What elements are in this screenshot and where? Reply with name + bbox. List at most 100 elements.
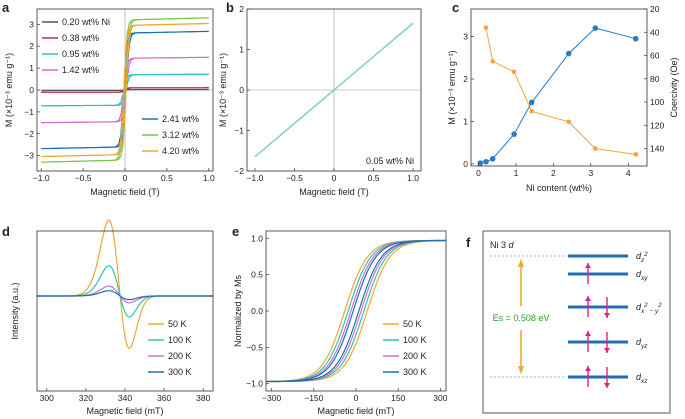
magnetization-point xyxy=(592,25,599,31)
y2-axis-label: Coercivity (Oe) xyxy=(669,57,679,117)
coercivity-point xyxy=(593,146,598,151)
orbital-label: dx2 − y2 xyxy=(636,302,662,315)
legend-label: 3.12 wt% xyxy=(162,130,199,140)
magnetization-line xyxy=(480,27,636,164)
legend-label: 300 K xyxy=(403,367,427,377)
x-axis-label: Magnetic field (T) xyxy=(299,187,369,197)
y-tick-label: 3 xyxy=(463,32,468,42)
series-line-1 xyxy=(37,265,213,318)
x-tick-label: 3 xyxy=(588,168,593,178)
orbital-label: dyz xyxy=(636,337,648,350)
x-tick-label: 300 xyxy=(433,393,447,403)
legend-label: 0.38 wt% xyxy=(62,33,99,43)
y-tick-label: 0 xyxy=(463,159,468,169)
panel-label-d: d xyxy=(2,224,10,239)
y-tick-label: 0.5 xyxy=(251,270,263,280)
y-tick-label: 1 xyxy=(239,45,244,55)
magnetization-point xyxy=(565,50,572,57)
coercivity-line xyxy=(485,27,636,155)
x-tick-label: 320 xyxy=(79,393,93,403)
y-tick-label: −2 xyxy=(234,166,244,176)
series-line-3 xyxy=(266,239,446,383)
x-tick-label: 360 xyxy=(157,393,171,403)
legend-label: 4.20 wt% xyxy=(162,146,199,156)
series-line-2 xyxy=(37,285,213,304)
x-tick-label: 0 xyxy=(354,393,359,403)
y-tick-label: 0 xyxy=(29,85,34,95)
y2-tick-label: 120 xyxy=(650,120,664,130)
x-tick-label: 380 xyxy=(196,393,210,403)
x-tick-label: −0.5 xyxy=(75,173,92,183)
y-tick-label: 1.0 xyxy=(251,233,263,243)
legend-label: 2.41 wt% xyxy=(162,114,199,124)
y2-tick-label: 60 xyxy=(650,51,660,61)
x-tick-label: 1 xyxy=(514,168,519,178)
arrow-head xyxy=(585,296,591,301)
x-tick-label: 2 xyxy=(551,168,556,178)
y2-tick-label: 140 xyxy=(650,144,664,154)
magnetization-point xyxy=(489,155,496,162)
legend-label: 0.95 wt% xyxy=(62,49,99,59)
x-axis-label: Ni content (wt%) xyxy=(526,183,592,193)
legend-label: 100 K xyxy=(403,335,427,345)
x-tick-label: 1.0 xyxy=(203,173,215,183)
y-tick-label: 0.0 xyxy=(251,306,263,316)
arrow-head xyxy=(585,331,591,336)
y-axis-label: M (×10⁻³ emu g⁻¹) xyxy=(447,50,457,124)
coercivity-point xyxy=(511,69,517,75)
x-tick-label: 0 xyxy=(332,173,337,183)
legend-label: 1.42 wt% xyxy=(62,65,99,75)
x-axis-label: Magnetic field (mT) xyxy=(317,406,394,416)
y-tick-label: −1 xyxy=(234,126,244,136)
y-tick-label: 1 xyxy=(463,116,468,126)
x-axis-label: Magnetic field (T) xyxy=(90,187,160,197)
magnetization-point xyxy=(528,99,535,106)
y2-tick-label: 40 xyxy=(650,27,660,37)
annotation: 0.05 wt% Ni xyxy=(366,156,414,166)
y-tick-label: −3 xyxy=(24,151,34,161)
y-tick-label: 2 xyxy=(463,74,468,84)
y2-tick-label: 80 xyxy=(650,74,660,84)
series-line-0 xyxy=(254,22,414,158)
arrow-head xyxy=(585,263,591,268)
x-tick-label: 150 xyxy=(391,393,405,403)
x-tick-label: 300 xyxy=(40,393,54,403)
y-tick-label: 2 xyxy=(29,41,34,51)
series-line-3 xyxy=(37,290,213,301)
panel-label-a: a xyxy=(2,0,10,15)
legend-label: 200 K xyxy=(403,351,427,361)
y-tick-label: 1 xyxy=(29,63,34,73)
arrow-head xyxy=(585,366,591,371)
series-line-6 xyxy=(41,22,209,158)
panel-e: −300 −150 0 150 300 −1.0 −0.5 0.0 0.5 1.0 Magnetic… xyxy=(233,230,448,416)
orbital-label: dxz xyxy=(636,372,648,385)
orbital-label: dxy xyxy=(636,269,648,282)
x-axis-label: Magnetic field (mT) xyxy=(86,406,163,416)
magnetization-point xyxy=(483,158,489,165)
y-tick-label: 0 xyxy=(239,85,244,95)
panel-b: −1.0 −0.5 0 0.5 1.0 −2 −1 0 1 2 Magnetic field (T)… xyxy=(218,4,422,197)
arrow-head xyxy=(604,313,610,318)
x-tick-label: −1.0 xyxy=(33,173,50,183)
y-axis-label: M (×10⁻³ emu g⁻¹) xyxy=(218,53,228,127)
panel-label-e: e xyxy=(232,224,239,239)
x-tick-label: 0 xyxy=(476,168,481,178)
arrow-head xyxy=(518,259,524,267)
legend-label: 50 K xyxy=(168,319,187,329)
legend-label: 300 K xyxy=(168,367,192,377)
series-line-0 xyxy=(37,219,213,349)
arrow-head xyxy=(604,348,610,353)
y-tick-label: 2 xyxy=(239,4,244,14)
x-tick-label: 0.5 xyxy=(368,173,380,183)
panel-c-frame xyxy=(470,8,648,167)
panel-a: −1.0 −0.5 0 0.5 1.0 −3 −2 −1 0 1 2 3 Magnetic field … xyxy=(4,8,215,197)
arrow-head xyxy=(518,366,524,374)
legend-label: 0.20 wt% Ni xyxy=(62,17,110,27)
x-tick-label: 340 xyxy=(118,393,132,403)
arrow-head xyxy=(604,383,610,388)
y-tick-label: −0.5 xyxy=(246,342,263,352)
coercivity-point xyxy=(633,152,639,157)
y2-tick-label: 100 xyxy=(650,97,664,107)
x-tick-label: −300 xyxy=(262,393,281,403)
